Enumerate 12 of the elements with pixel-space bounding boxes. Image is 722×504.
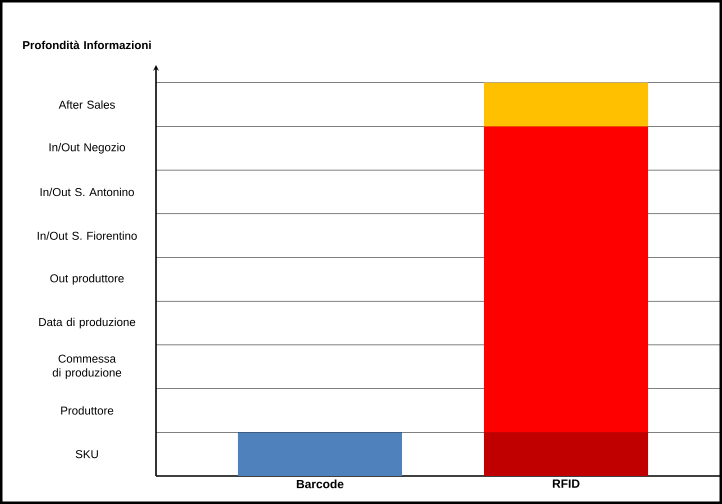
text: In/Out S. Antonino — [40, 188, 134, 196]
text: After Sales — [58, 100, 115, 109]
text: SKU — [76, 450, 98, 458]
text: Out produttore — [50, 274, 124, 285]
y-axis-title: Profondità Informazioni — [23, 40, 151, 50]
text: Data di produzione — [39, 318, 136, 328]
text: Produttore — [61, 406, 114, 415]
text: In/Out Negozio — [50, 142, 126, 154]
text: Commessa di produzione — [52, 354, 122, 379]
text: In/Out S. Fiorentino — [38, 231, 137, 240]
x-tick-label: Barcode — [296, 480, 344, 488]
x-tick-label: RFID — [552, 480, 580, 488]
